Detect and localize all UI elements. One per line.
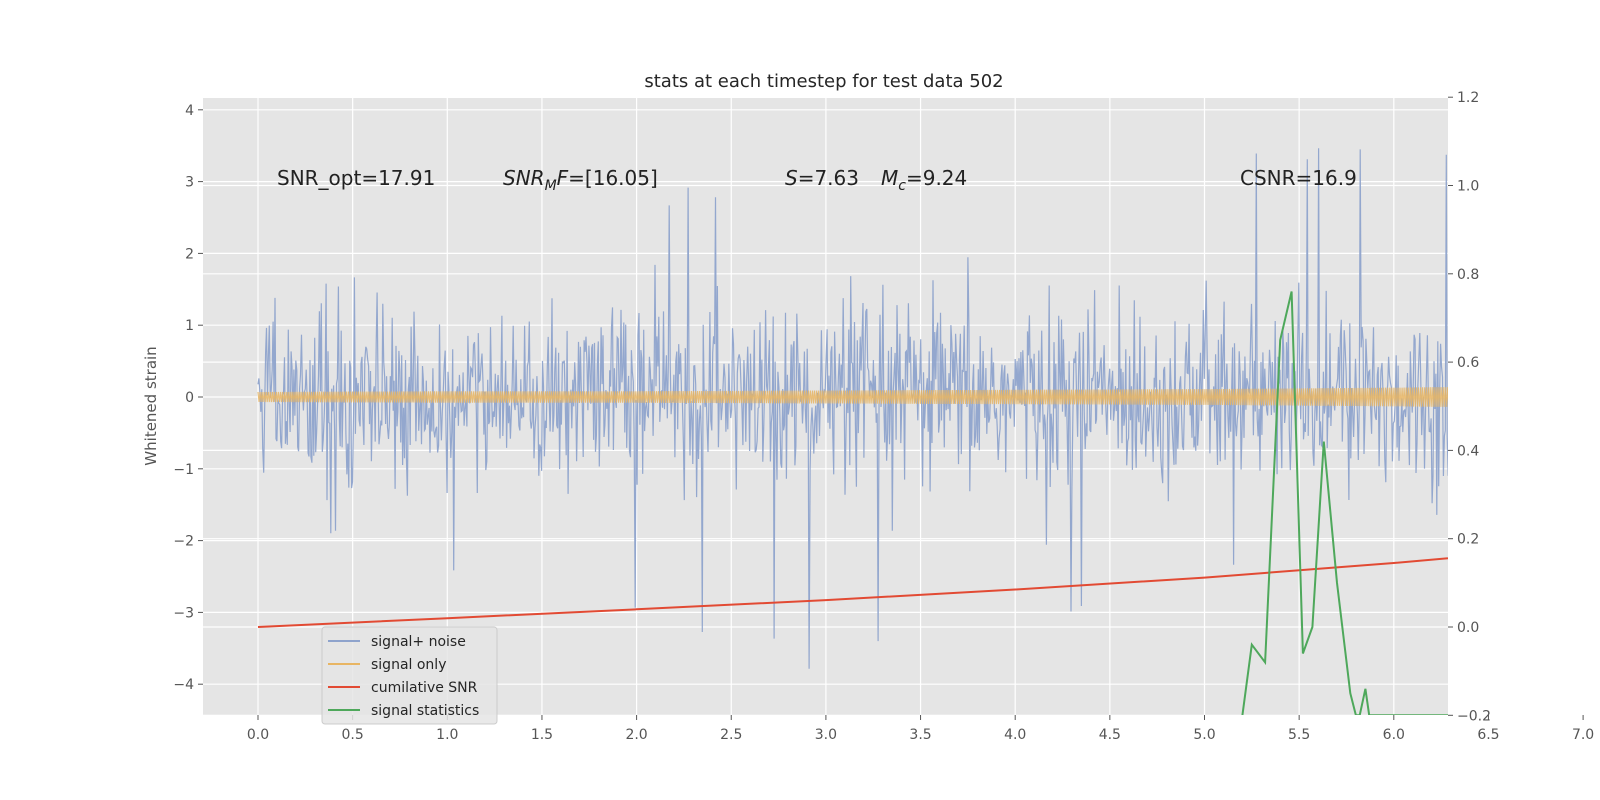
annotation-snr-opt: SNR_opt=17.91 [277,166,435,190]
annotation-snr-mf-f: F [557,166,569,190]
annotation-mc-sub: c [898,178,906,194]
y-axis-label: Whitened strain [142,346,160,465]
x-tick-label: 4.0 [1004,727,1026,743]
x-tick-label: 6.5 [1477,727,1499,743]
y2-tick-label: 0.8 [1457,267,1479,283]
series-cumulative-snr [257,557,1448,628]
y-tick-label: −3 [173,605,194,621]
y2-tick-label: 1.2 [1457,90,1479,106]
x-tick-label: 5.0 [1193,727,1215,743]
x-tick-label: 0.5 [342,727,364,743]
x-tick-label: 3.0 [815,727,837,743]
axes: 0.0 0.5 1.0 1.5 2.0 2.5 3.0 3.5 4.0 4.5 5.0 5.5 6.0 6… [173,90,1594,743]
series-signal-plus-noise [257,148,1448,669]
legend-entry-label: signal+ noise [371,634,466,650]
legend-box [321,626,498,725]
legend-entry-label: cumilative SNR [371,680,478,696]
annotation-snr-mf-tail: F=[16.05] [557,166,658,190]
x-tick-label: 3.5 [909,727,931,743]
x-tick-label: 1.5 [531,727,553,743]
y-tick-label: −2 [173,534,194,550]
series-layer [257,148,1448,715]
annotation-s-var: S [785,166,798,190]
series-signal-only [257,387,1448,408]
y-tick-label: 4 [185,103,194,119]
y2-tick-label: 0.2 [1457,532,1479,548]
legend-entry-label: signal only [371,657,446,673]
x-tick-label: 5.5 [1288,727,1310,743]
annotation-mc-value: =9.24 [906,166,967,190]
annotation-mc-var: M [881,166,898,190]
x-tick-label: 7.0 [1572,727,1594,743]
y-tick-label: 2 [185,246,194,262]
y2-tick-label: 1.0 [1457,179,1479,195]
x-tick-label: 0.0 [247,727,269,743]
annotation-csnr: CSNR=16.9 [1240,166,1357,190]
x-tick-label: 2.0 [625,727,647,743]
x-tick-label: 1.0 [436,727,458,743]
annotation-snr-mf: SNRMF=[16.05] [503,166,658,194]
series-signal-statistics [1241,291,1448,715]
annotation-s: S=7.63 [785,166,859,190]
chart-title: stats at each timestep for test data 502 [644,71,1003,92]
legend-entry-label: signal statistics [371,703,479,719]
annotation-mc: Mc=9.24 [881,166,967,194]
x-tick-label: 4.5 [1099,727,1121,743]
y2-tick-label: 0.4 [1457,443,1479,459]
legend: signal+ noise signal only cumilative SNR si… [321,626,498,725]
y-tick-label: −4 [173,677,194,693]
y-tick-label: 3 [185,175,194,191]
y-tick-label: −1 [173,462,194,478]
annotation-snr-mf-main: SNR [503,166,545,190]
annotations: SNR_opt=17.91 SNRMF=[16.05] S=7.63 Mc=9.24 C… [277,166,1357,194]
x-tick-label: 2.5 [720,727,742,743]
annotation-snr-mf-sub: M [545,178,557,194]
y-tick-label: 0 [185,390,194,406]
x-tick-label: 6.0 [1383,727,1405,743]
y2-tick-label: −0.2 [1457,708,1491,724]
annotation-s-value: =7.63 [798,166,859,190]
y-tick-label: 1 [185,318,194,334]
annotation-snr-mf-value: =[16.05] [568,166,658,190]
y2-tick-label: 0.0 [1457,620,1479,636]
y2-tick-label: 0.6 [1457,355,1479,371]
